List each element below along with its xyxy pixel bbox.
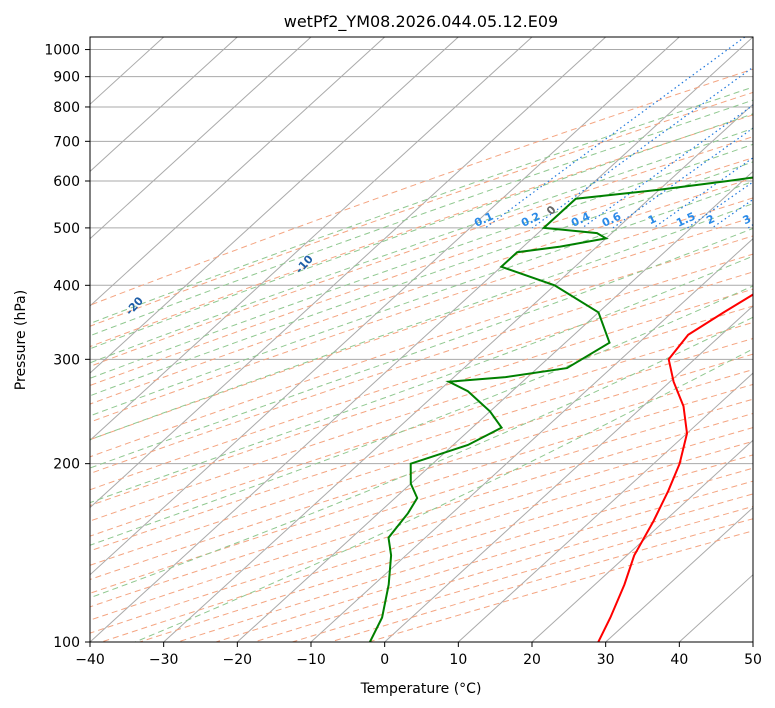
y-tick-label: 100 [53,635,80,651]
dry-adiabat [254,493,753,642]
mixing-ratio-label: 0.4 [569,210,592,230]
x-tick-label: 30 [597,652,615,668]
mixing-ratio-line [581,104,753,229]
dry-adiabat [90,271,753,491]
x-axis-label: Temperature (°C) [360,681,482,697]
isotherm-line [384,305,753,642]
mixing-ratio-label: 1 [646,212,658,227]
dry-adiabat [90,216,753,441]
x-axis: −40 −30 −20 −10 0 10 20 30 40 50 [75,642,762,668]
moist-adiabat-label: 10 [765,160,775,180]
isotherm-line [90,37,533,442]
isotherm-line [457,372,753,642]
x-tick-label: 50 [744,652,762,668]
dry-adiabat [90,114,753,348]
dry-adiabat [101,440,753,642]
moist-adiabat [90,113,753,350]
y-tick-label: 1000 [44,43,80,59]
x-tick-label: −30 [149,652,179,668]
mixing-ratio-line [687,181,753,229]
mixing-ratio-line [653,157,753,229]
dry-adiabat [330,518,753,642]
y-tick-label: 300 [53,352,80,368]
dry-adiabat-label: -10 [293,252,316,276]
grid-lines [90,37,753,642]
isotherm-line [90,37,459,374]
y-tick-label: 700 [53,134,80,150]
mixing-ratio-line [484,37,746,229]
mixing-ratio-line [612,127,753,229]
reference-line-labels: 0.10.20.40.611.52346810131620253036-100-… [123,160,775,318]
dry-adiabat [90,91,753,327]
mixing-ratio-label: 3 [741,212,753,227]
isotherm-line [90,37,312,240]
dry-adiabat [90,427,753,634]
dry-adiabat [90,305,753,522]
x-tick-label: 0 [380,652,389,668]
isotherm-line [752,641,753,642]
isotherm-line [90,37,753,642]
x-tick-label: −40 [75,652,105,668]
sounding-series [369,176,753,642]
y-tick-label: 900 [53,70,80,86]
dewpoint-line [369,176,753,642]
isotherm-line [90,37,607,509]
dry-adiabat [90,177,753,405]
isotherm-line [236,170,753,642]
isotherm-line [90,37,386,307]
moist-adiabat [90,255,753,504]
isotherm-line [310,237,753,642]
isotherm-line [163,103,753,642]
moist-adiabat [90,161,753,397]
y-tick-label: 600 [53,174,80,190]
x-tick-label: −10 [296,652,326,668]
dry-adiabat [292,505,753,642]
chart-title: wetPf2_YM08.2026.044.05.12.E09 [284,12,558,32]
mixing-ratio-label: 0.1 [472,210,495,230]
y-tick-label: 400 [53,278,80,294]
mixing-ratio-label: 1.5 [674,210,697,230]
mixing-ratio-label: 4 [767,212,775,227]
mixing-ratio-label: 2 [704,212,716,227]
x-tick-label: 40 [670,652,688,668]
temperature-line [597,293,753,642]
dry-adiabat [90,353,753,566]
dry-adiabat [90,68,753,306]
dry-adiabat [90,321,753,537]
y-axis-label: Pressure (hPa) [13,290,29,390]
mixing-ratio-line [747,223,753,229]
y-tick-label: 500 [53,221,80,237]
isotherm-line [90,37,238,173]
dry-adiabat-label: -20 [123,294,146,318]
moist-adiabat [134,348,753,642]
x-tick-label: 10 [449,652,467,668]
y-tick-label: 800 [53,100,80,116]
plot-area: 0.10.20.40.611.52346810131620253036-100-… [90,37,775,642]
y-axis: 100 200 300 400 500 600 700 800 900 1000 [44,43,90,651]
plot-frame [89,36,754,643]
x-tick-label: 20 [523,652,541,668]
isotherm-line [90,37,680,576]
x-tick-label: −20 [223,652,253,668]
mixing-ratio-lines [484,37,753,229]
y-tick-label: 200 [53,457,80,473]
moist-adiabats [90,86,753,642]
